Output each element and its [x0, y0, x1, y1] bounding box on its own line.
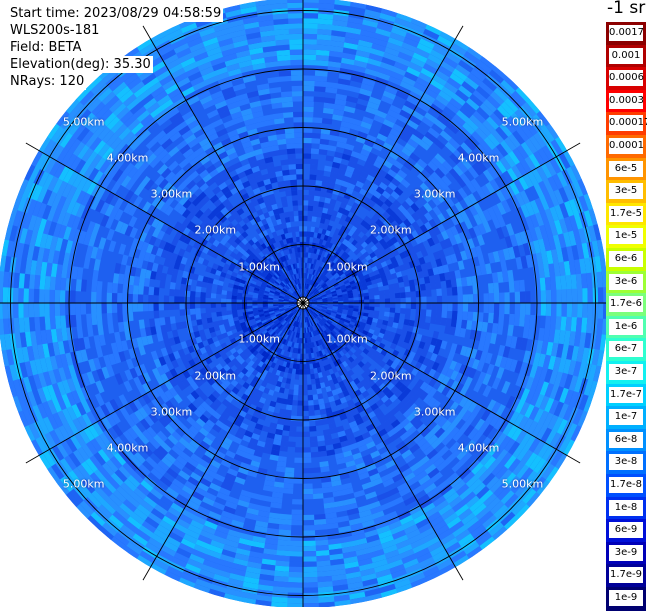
colorbar-tick-label: 6e-5 [609, 161, 643, 177]
scan-info-panel: Start time: 2023/08/29 04:58:59 WLS200s-… [8, 5, 158, 90]
range-ring-label: 2.00km [370, 224, 412, 237]
range-ring-label: 1.00km [326, 260, 368, 273]
colorbar-tick-label: 6e-9 [609, 522, 643, 538]
colorbar-tick-label: 1.7e-5 [609, 206, 643, 222]
range-ring-label: 2.00km [370, 369, 412, 382]
range-ring-label: 4.00km [458, 442, 500, 455]
range-ring-label: 1.00km [326, 333, 368, 346]
colorbar-unit-label: -1 sr [607, 0, 645, 18]
range-ring-label: 3.00km [414, 188, 456, 201]
range-ring-label: 5.00km [502, 478, 544, 491]
colorbar-tick-label: 3e-8 [609, 454, 643, 470]
colorbar-tick-label: 6e-6 [609, 251, 643, 267]
range-ring-label: 4.00km [107, 151, 149, 164]
range-ring-label: 5.00km [63, 115, 105, 128]
range-ring-label: 1.00km [238, 260, 280, 273]
colorbar-tick-label: 0.0017 [609, 25, 643, 41]
colorbar-tick-label: 1e-6 [609, 319, 643, 335]
range-ring-label: 2.00km [194, 369, 236, 382]
colorbar-tick-label: 1e-5 [609, 228, 643, 244]
colorbar-tick-label: 0.0001 [609, 138, 643, 154]
colorbar-tick-label: 1.7e-6 [609, 296, 643, 312]
colorbar-tick-label: 3e-6 [609, 274, 643, 290]
field-text: Field: BETA [8, 39, 83, 56]
range-ring-label: 1.00km [238, 333, 280, 346]
colorbar-tick-label: 6e-8 [609, 432, 643, 448]
range-ring-label: 3.00km [151, 405, 193, 418]
colorbar-tick-label: 6e-7 [609, 341, 643, 357]
start-time-text: Start time: 2023/08/29 04:58:59 [8, 5, 223, 22]
range-ring-label: 5.00km [63, 478, 105, 491]
colorbar-tick-label: 1e-8 [609, 500, 643, 516]
colorbar-tick-label: 1e-7 [609, 409, 643, 425]
instrument-text: WLS200s-181 [8, 22, 101, 39]
range-ring-label: 4.00km [458, 151, 500, 164]
ppi-plot [0, 0, 606, 607]
colorbar-tick-label: 0.0006 [609, 70, 643, 86]
colorbar-tick-label: 3e-9 [609, 545, 643, 561]
nrays-text: NRays: 120 [8, 73, 86, 90]
colorbar-tick-label: 1e-9 [609, 590, 643, 606]
elevation-text: Elevation(deg): 35.30 [8, 56, 153, 73]
range-ring-label: 3.00km [414, 405, 456, 418]
colorbar-tick-label: 0.001 [609, 48, 643, 64]
range-ring-label: 4.00km [107, 442, 149, 455]
colorbar-tick-label: 1.7e-7 [609, 387, 643, 403]
colorbar-tick-label: 0.0003 [609, 93, 643, 109]
colorbar-tick-label: 0.00017 [609, 115, 643, 131]
colorbar-tick-label: 1.7e-9 [609, 567, 643, 583]
colorbar-tick-label: 3e-5 [609, 183, 643, 199]
range-ring-label: 5.00km [502, 115, 544, 128]
colorbar-tick-label: 1.7e-8 [609, 477, 643, 493]
colorbar-tick-label: 3e-7 [609, 364, 643, 380]
radar-center-marker [297, 297, 309, 309]
range-ring-label: 3.00km [151, 188, 193, 201]
range-ring-label: 2.00km [194, 224, 236, 237]
